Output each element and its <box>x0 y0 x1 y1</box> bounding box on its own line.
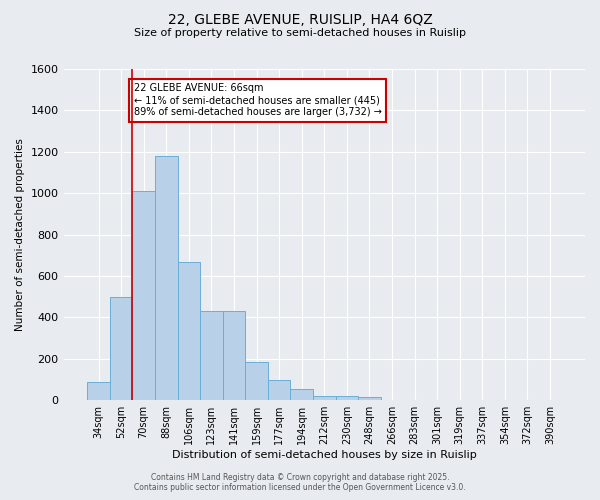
Bar <box>335 396 358 400</box>
Text: Size of property relative to semi-detached houses in Ruislip: Size of property relative to semi-detach… <box>134 28 466 38</box>
Bar <box>200 311 223 400</box>
Bar <box>110 296 133 400</box>
X-axis label: Distribution of semi-detached houses by size in Ruislip: Distribution of semi-detached houses by … <box>172 450 476 460</box>
Text: Contains HM Land Registry data © Crown copyright and database right 2025.
Contai: Contains HM Land Registry data © Crown c… <box>134 473 466 492</box>
Bar <box>223 311 245 400</box>
Y-axis label: Number of semi-detached properties: Number of semi-detached properties <box>15 138 25 331</box>
Bar <box>133 191 155 400</box>
Bar <box>178 262 200 400</box>
Bar <box>268 380 290 400</box>
Text: 22, GLEBE AVENUE, RUISLIP, HA4 6QZ: 22, GLEBE AVENUE, RUISLIP, HA4 6QZ <box>167 12 433 26</box>
Bar <box>155 156 178 400</box>
Bar <box>87 382 110 400</box>
Text: 22 GLEBE AVENUE: 66sqm
← 11% of semi-detached houses are smaller (445)
89% of se: 22 GLEBE AVENUE: 66sqm ← 11% of semi-det… <box>134 84 382 116</box>
Bar <box>245 362 268 400</box>
Bar <box>290 389 313 400</box>
Bar <box>358 397 381 400</box>
Bar <box>313 396 335 400</box>
